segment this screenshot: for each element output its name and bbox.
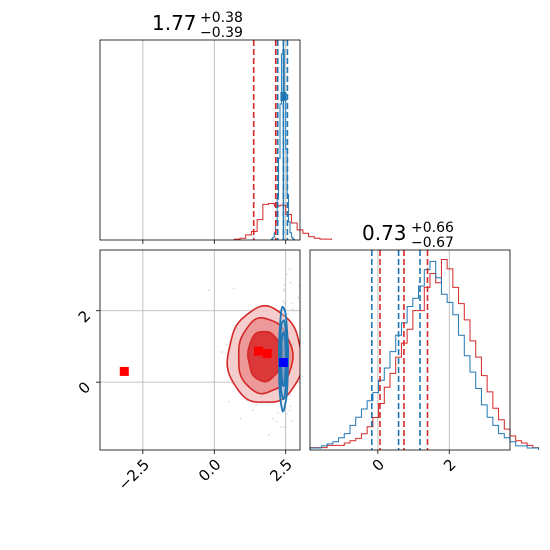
histogram-param2-series <box>309 259 540 450</box>
joint-density-sample-point <box>283 288 285 291</box>
joint-density-marker-2 <box>262 349 272 359</box>
joint-density-sample-point <box>285 273 288 276</box>
histogram-param2-quantile-lines <box>370 250 429 450</box>
joint-density-sample-point <box>288 268 291 271</box>
joint-density-panel: −2.5 0.0 2.5 0 2 <box>75 228 333 494</box>
histogram-param1-ticks <box>142 240 287 244</box>
joint-density-sample-point <box>297 296 299 299</box>
joint-density-marker-3 <box>278 358 288 367</box>
joint-density-sample-point <box>317 373 319 375</box>
joint-density-xtick-1-label: 0.0 <box>195 456 225 486</box>
joint-density-sample-point <box>239 417 242 420</box>
joint-density-sample-point <box>272 417 274 420</box>
histogram-param1-step-red <box>233 203 332 240</box>
joint-density-sample-point <box>288 409 291 412</box>
joint-density-sample-point <box>284 277 287 280</box>
param2-title-minus: −0.67 <box>411 235 454 251</box>
joint-density-sample-point <box>245 399 248 402</box>
param2-title-plus: +0.66 <box>411 220 454 236</box>
param2-title-value: 0.73 <box>362 221 407 245</box>
joint-density-sample-point <box>207 289 210 292</box>
joint-density-sample-point <box>255 403 258 406</box>
joint-density-sample-point <box>288 405 291 408</box>
joint-density-frame <box>99 249 301 451</box>
joint-density-sample-point <box>289 393 292 396</box>
joint-density-sample-point <box>232 287 235 290</box>
joint-density-marker-1 <box>254 346 264 356</box>
joint-density-sample-point <box>286 413 288 415</box>
joint-density-markers <box>119 346 288 376</box>
histogram-param2-step-blue <box>309 260 540 450</box>
joint-density-sample-point <box>282 300 284 303</box>
joint-density-sample-point <box>331 351 333 353</box>
joint-density-sample-point <box>268 433 270 436</box>
joint-density-sample-point <box>292 308 294 311</box>
joint-density-sample-point <box>203 243 205 245</box>
joint-density-sample-point <box>220 351 223 353</box>
histogram-param2-frame <box>309 249 511 451</box>
joint-density-sample-point <box>283 425 286 428</box>
joint-density-marker-0 <box>119 366 129 376</box>
joint-density-sample-point <box>316 270 318 272</box>
histogram-param1-grid <box>142 40 287 240</box>
joint-density-sample-point <box>283 290 285 292</box>
joint-density-sample-point <box>283 283 286 286</box>
joint-density-sample-point <box>284 304 287 306</box>
joint-density-sample-point <box>283 302 286 304</box>
histogram-param2-grid <box>377 250 450 450</box>
joint-density-contours <box>203 228 333 436</box>
joint-density-sample-point <box>275 420 278 423</box>
joint-density-sample-point <box>252 409 254 412</box>
param1-title-value: 1.77 <box>152 11 197 35</box>
joint-density-sample-point <box>313 393 315 395</box>
joint-density-sample-point <box>289 281 292 284</box>
histogram-param1-quantile-lines <box>252 40 289 240</box>
joint-density-xtick-2-label: 2.5 <box>266 456 296 486</box>
joint-density-sample-point <box>290 420 293 422</box>
param1-title: 1.77 +0.38 −0.39 <box>152 10 243 41</box>
joint-density-sample-point <box>287 313 289 315</box>
joint-density-sample-point <box>225 343 228 346</box>
joint-density-ytick-1-label: 2 <box>75 307 94 326</box>
histogram-param2-xtick-0-label: 0 <box>369 456 388 475</box>
joint-density-sample-point <box>277 411 280 414</box>
joint-density-sample-point <box>298 284 300 287</box>
histogram-param1-panel <box>99 39 332 244</box>
param1-title-minus: −0.39 <box>200 25 243 41</box>
joint-density-ytick-0-label: 0 <box>75 378 94 397</box>
histogram-param1-frame <box>99 39 301 241</box>
joint-density-sample-point <box>279 426 282 429</box>
histogram-param2-xtick-1-label: 2 <box>440 456 459 475</box>
joint-density-sample-point <box>227 400 230 403</box>
param1-title-plus: +0.38 <box>200 10 243 26</box>
param2-title: 0.73 +0.66 −0.67 <box>362 220 454 251</box>
joint-density-xtick-0-label: −2.5 <box>115 456 153 494</box>
joint-density-sample-point <box>248 228 250 230</box>
histogram-param2-step-red <box>309 259 540 450</box>
joint-density-sample-point <box>291 302 294 305</box>
